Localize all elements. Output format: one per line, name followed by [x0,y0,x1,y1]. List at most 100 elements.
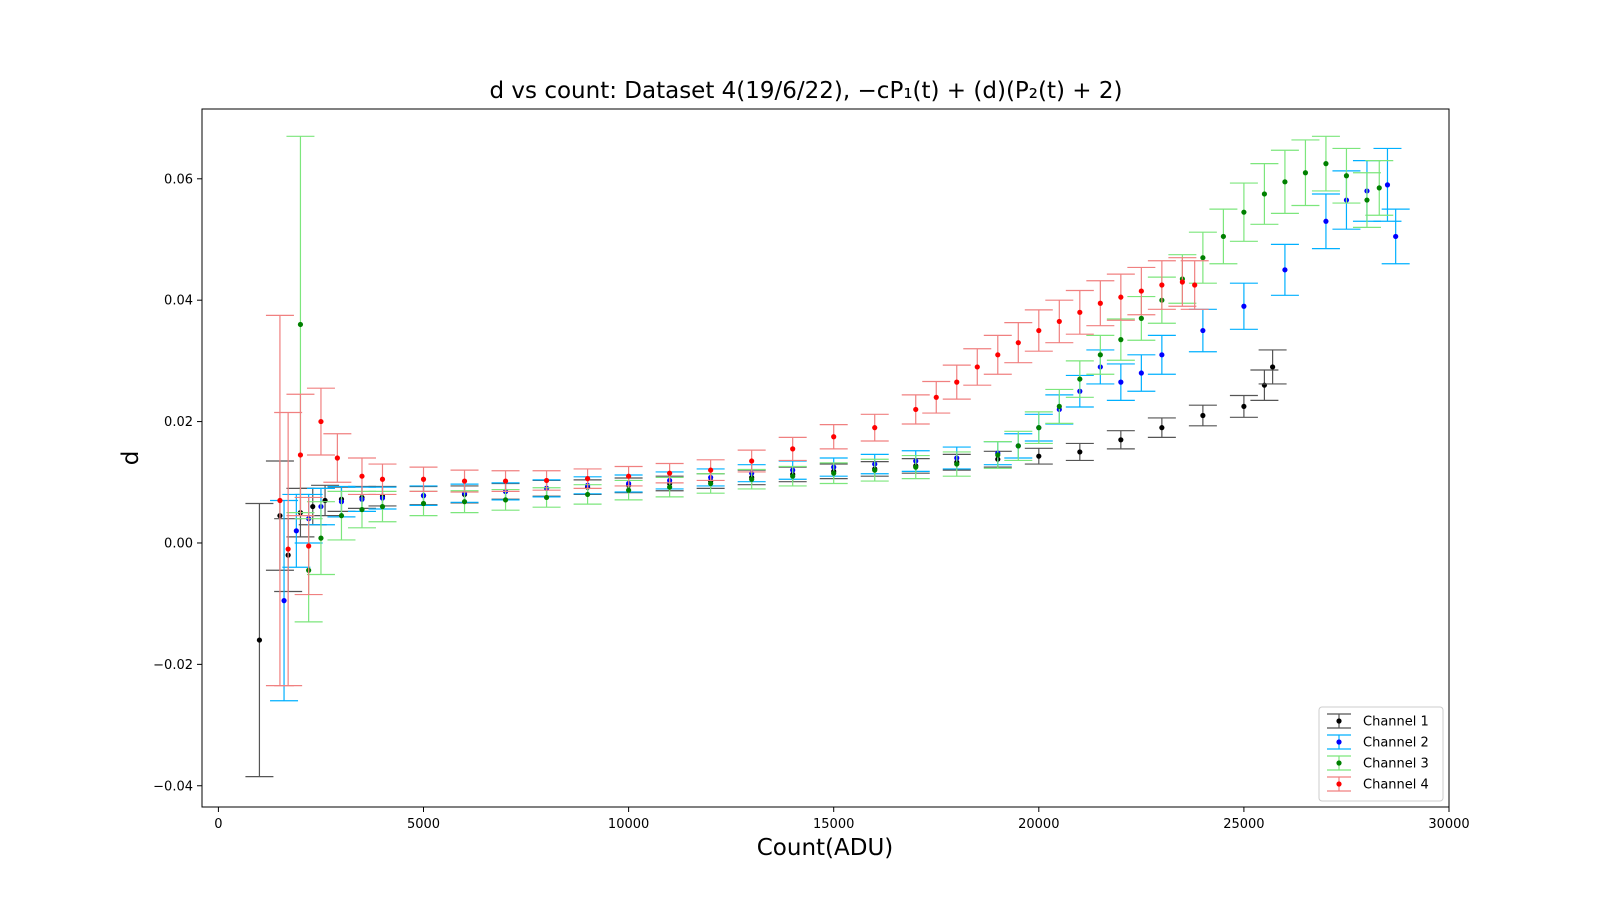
data-point [584,491,591,498]
data-point [831,434,837,440]
legend-label: Channel 3 [1363,757,1429,772]
legend-marker [1336,739,1342,745]
data-point [1118,437,1124,443]
x-axis-ticks: 0 5000 10000 15000 20000 25000 30000 [214,807,1470,832]
x-tick-label: 25000 [1223,817,1264,832]
data-point [1138,288,1144,294]
data-point [667,484,673,490]
data-point [359,506,365,513]
data-point [1179,279,1185,285]
data-point [1200,255,1206,261]
data-point [1097,300,1103,306]
data-point [420,476,427,482]
data-point [872,467,878,473]
x-tick-label: 0 [214,817,222,832]
data-point [310,503,316,510]
data-point [334,455,340,461]
data-point [461,499,468,505]
legend-marker [1336,760,1342,766]
data-point [584,476,591,482]
data-point [1159,352,1165,358]
data-point [420,500,427,507]
data-point [913,464,919,470]
x-tick-label: 10000 [608,817,649,832]
x-tick-label: 30000 [1428,817,1469,832]
data-point [954,461,960,467]
data-point [1376,185,1382,191]
data-point [379,476,386,482]
data-point [379,503,386,510]
data-point [338,513,345,519]
data-point [1241,209,1247,215]
legend-marker [1336,718,1342,724]
data-point [974,364,980,370]
y-tick-label: 0.04 [164,294,193,309]
data-point [1077,449,1083,455]
data-point [281,598,287,604]
data-point [285,546,291,552]
data-point [995,352,1001,358]
data-point [543,477,550,484]
data-point [1241,403,1247,410]
y-tick-label: 0.06 [164,172,193,187]
series-4 [265,257,1209,687]
data-point [1159,282,1165,288]
data-point [933,394,939,400]
data-point [1282,179,1288,185]
data-point [872,425,878,431]
data-point [1036,453,1042,459]
data-point [790,446,796,452]
data-point [461,478,468,484]
data-point [277,497,283,504]
data-point [1036,327,1042,334]
data-point [318,535,324,541]
data-point [749,458,755,464]
axes-frame [201,108,1450,808]
chart-title: d vs count: Dataset 4(19/6/22), −cP₁(t) … [490,78,1123,104]
data-point [1323,218,1329,224]
data-point [256,637,263,643]
data-point [1077,309,1083,315]
data-point [1343,173,1350,179]
data-point [1015,340,1021,346]
plot-area: 0 5000 10000 15000 20000 25000 30000 −0.04 −0.0… [153,108,1470,832]
data-point [667,470,673,476]
x-tick-label: 5000 [407,817,440,832]
x-tick-label: 20000 [1018,817,1059,832]
data-point [1056,403,1062,410]
data-point [318,418,324,425]
data-point [708,467,714,473]
data-point [995,452,1001,458]
data-point [1138,370,1144,376]
data-point [1261,191,1268,197]
y-axis-label: d [118,451,144,466]
data-point [1097,352,1103,358]
data-point [359,473,365,479]
y-tick-label: −0.04 [153,779,193,794]
data-point [543,494,550,501]
data-point [297,452,304,458]
legend-marker [1336,781,1342,787]
data-point [297,321,304,328]
data-point [1077,376,1083,382]
data-point [1159,425,1165,431]
data-point [626,487,632,493]
data-point [1241,303,1247,309]
legend-label: Channel 2 [1363,736,1429,751]
x-tick-label: 15000 [813,817,854,832]
data-point [1138,315,1144,321]
data-point [1302,170,1309,176]
data-point [1323,161,1329,167]
data-point [708,480,714,487]
data-point [1036,425,1042,431]
series-layer [245,135,1410,778]
data-point [954,379,960,385]
data-point [1200,327,1206,334]
data-point [1364,197,1370,203]
data-point [913,406,919,413]
data-point [322,497,328,504]
data-point [502,478,509,484]
y-tick-label: −0.02 [153,658,193,673]
data-point [1384,182,1391,188]
